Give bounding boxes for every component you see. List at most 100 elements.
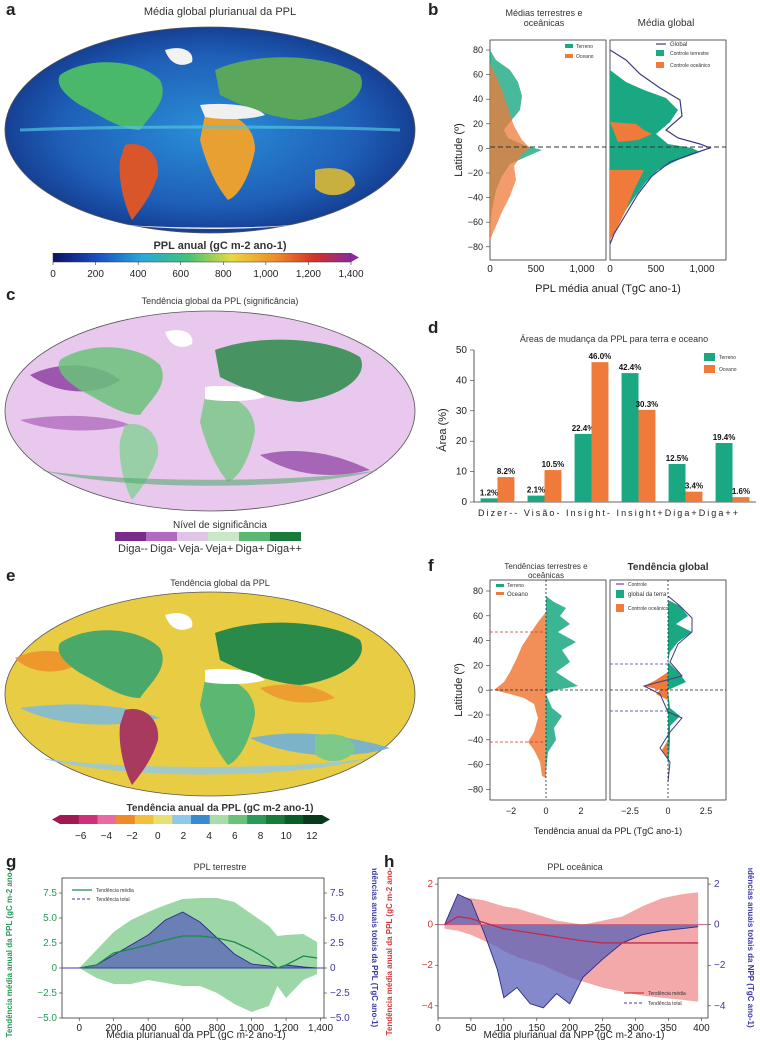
panel-e-cb-tick-label: 10	[281, 831, 293, 842]
panel-g-ytick-left-label: 0	[51, 963, 57, 974]
panel-g-legend-total: Tendência total	[96, 897, 130, 903]
panel-d-legend-land-swatch	[704, 353, 715, 361]
panel-b-xtick-right: 500	[648, 264, 665, 275]
panel-c-cb-6	[270, 532, 301, 541]
panel-g-chart: 0 200 400 600 800 1,000 1,200 1,400−5.0−2.502.5…	[5, 868, 379, 1041]
panel-b-ytick-label: 80	[473, 45, 483, 55]
panel-g-ytick-right-label: −2.5	[330, 988, 350, 999]
panel-g-legend-mean: Tendência média	[96, 888, 134, 894]
panel-e-cb-cell	[209, 815, 229, 824]
panel-b-xlabel: PPL média anual (TgC ano-1)	[535, 283, 681, 295]
panel-b-legend-ocean-control-swatch	[656, 62, 664, 68]
panel-letter-h: h	[384, 852, 395, 871]
panel-h-xtick-label: 400	[693, 1023, 710, 1034]
panel-e-cb-tick-label: −6	[75, 831, 87, 842]
panel-h-xtick-label: 50	[465, 1023, 477, 1034]
panel-d-value-label: 12.5%	[666, 454, 689, 463]
panel-letter-a: a	[6, 0, 16, 19]
panel-g-xtick-label: 400	[140, 1023, 157, 1034]
panel-g-title: PPL terrestre	[193, 862, 247, 872]
panel-e-cb-tick-label: 0	[155, 831, 161, 842]
panel-g-ytick-left-label: 5.0	[43, 913, 57, 924]
panel-h-mean-trend-line	[444, 915, 699, 944]
panel-f-global-line	[642, 595, 693, 783]
panel-h-xtick-label: 200	[561, 1023, 578, 1034]
panel-f-ytick-label: 0	[478, 685, 483, 695]
panel-f-global-ocean	[644, 672, 668, 760]
panel-h-xtick-label: 0	[435, 1023, 441, 1034]
panel-f-legend-ocean-control: Controle oceânico	[628, 606, 669, 612]
panel-c-purple-patch-3	[20, 415, 130, 431]
panel-b-global-ocean	[610, 122, 652, 240]
panel-d-bar-land	[480, 498, 498, 502]
panel-a-south-america	[119, 144, 159, 220]
panel-f-xtick-left: 0	[543, 806, 548, 816]
panel-h-ytick-left-label: 2	[427, 879, 433, 890]
panel-g-xtick-label: 0	[76, 1023, 82, 1034]
panel-d-ytick-label: 50	[456, 345, 468, 356]
panel-c-cb-2	[146, 532, 177, 541]
panel-b-xtick-left: 500	[528, 264, 545, 275]
panel-letter-c: c	[6, 285, 16, 304]
panel-a-antarctica	[90, 220, 330, 229]
panel-f-xtick-right: −2.5	[621, 806, 639, 816]
panel-g-mean-trend-line	[79, 935, 318, 969]
panel-h-xtick-label: 300	[627, 1023, 644, 1034]
panel-e-colorbar-label: Tendência anual da PPL (gC m-2 ano-1)	[126, 803, 314, 814]
panel-b-xtick-right: 0	[607, 264, 613, 275]
panel-a-cb-tick-label: 1,200	[296, 269, 321, 280]
panel-f-ytick-label: 80	[473, 586, 483, 596]
panel-d-chart: 0 10 20 30 40 50 1.2% 2.1% 22.4% 42.4% 12.5% 19.4% 8…	[436, 345, 756, 518]
panel-h-legend-mean: Tendência média	[648, 991, 686, 997]
panel-d-bar-ocean	[544, 470, 562, 502]
panel-b-right-title: Média global	[637, 18, 695, 29]
panel-e-cb-tick-label: 2	[181, 831, 187, 842]
panel-h-xtick-label: 150	[528, 1023, 545, 1034]
panel-f-legend-land-swatch	[496, 584, 504, 587]
panel-d-value-label: 19.4%	[713, 433, 736, 442]
panel-e-cb-cell	[191, 815, 211, 824]
panel-a-australia	[315, 168, 355, 196]
panel-d-bar-ocean	[497, 477, 515, 502]
panel-d-ytick-label: 0	[461, 497, 467, 508]
panel-e-cb-cell	[153, 815, 173, 824]
panel-e-cb-cell	[172, 815, 192, 824]
panel-h-ytick-right-label: 2	[714, 879, 720, 890]
panel-d-legend-land: Terreno	[719, 355, 736, 361]
panel-d-value-label: 3.4%	[685, 482, 703, 491]
panel-e-south-america	[119, 709, 159, 785]
panel-c-green-belt-south	[40, 470, 380, 486]
panel-d-legend-ocean-swatch	[704, 365, 715, 373]
panel-d-bar-ocean	[591, 362, 609, 502]
panel-h-ytick-left-label: −2	[422, 960, 434, 971]
panel-f-ytick-label: 60	[473, 611, 483, 621]
panel-d-value-label: 2.1%	[527, 486, 545, 495]
panel-f-land-profile	[546, 596, 578, 772]
panel-b-xtick-left: 0	[487, 264, 493, 275]
panel-g-xtick-label: 1,400	[308, 1023, 333, 1034]
panel-d-category-labels: Dizer-- Visão- Insight- Insight+Diga+Dig…	[478, 508, 738, 518]
panel-c-map	[4, 310, 416, 512]
panel-c-green-land-2	[215, 339, 362, 402]
panel-c-title: Tendência global da PPL (significância)	[141, 296, 299, 306]
panel-b-ylabel: Latitude (º)	[453, 123, 465, 177]
panel-e-cb-cell	[116, 815, 136, 824]
panel-a-title: Média global plurianual da PPL	[143, 6, 297, 18]
panel-d-bar-land	[668, 464, 686, 502]
panel-f-legend-ocean-control-swatch	[616, 604, 624, 612]
panel-d-title: Áreas de mudança da PPL para terra e oce…	[519, 334, 709, 344]
panel-letter-d: d	[428, 318, 439, 337]
panel-g-ylabel-right: Tendências anuais totais da PPL (TgC ano…	[370, 868, 379, 1028]
panel-f-ocean-profile	[494, 612, 546, 778]
panel-f-xlabel: Tendência anual da PPL (TgC ano-1)	[534, 826, 682, 836]
panel-h-ytick-right-label: −2	[714, 960, 726, 971]
panel-f-ytick-label: 20	[473, 660, 483, 670]
panel-a-colorbar-label: PPL anual (gC m-2 ano-1)	[153, 240, 287, 252]
panel-e-cb-cell	[265, 815, 285, 824]
panel-b-ytick-label: 0	[478, 143, 483, 153]
panel-d-value-label: 46.0%	[589, 352, 612, 361]
panel-b-ytick-label: −60	[468, 217, 483, 227]
panel-d-value-label: 10.5%	[542, 460, 565, 469]
panel-a-cb-tick-label: 200	[87, 269, 104, 280]
panel-f-ylabel: Latitude (º)	[453, 663, 465, 717]
